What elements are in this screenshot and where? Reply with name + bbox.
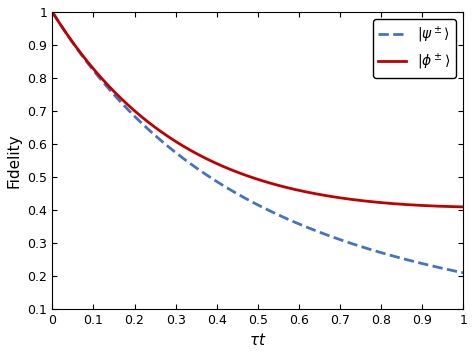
Line: $|\phi^\pm\rangle$: $|\phi^\pm\rangle$ [52, 12, 463, 207]
$|\phi^\pm\rangle$ [245, 174, 250, 178]
Y-axis label: Fidelity: Fidelity [7, 133, 22, 187]
$|\psi^\pm\rangle$ [294, 221, 300, 225]
$|\phi^\pm\rangle$ [49, 10, 55, 14]
$|\phi^\pm\rangle$ [247, 175, 253, 179]
$|\psi^\pm\rangle$ [247, 199, 253, 203]
$|\psi^\pm\rangle$ [450, 268, 456, 273]
$|\phi^\pm\rangle$ [294, 188, 300, 192]
Line: $|\psi^\pm\rangle$: $|\psi^\pm\rangle$ [52, 12, 463, 273]
$|\psi^\pm\rangle$ [386, 253, 392, 257]
Legend: $|\psi^\pm\rangle$, $|\phi^\pm\rangle$: $|\psi^\pm\rangle$, $|\phi^\pm\rangle$ [373, 19, 456, 77]
X-axis label: $\tau t$: $\tau t$ [249, 332, 266, 348]
$|\psi^\pm\rangle$ [272, 211, 277, 215]
$|\psi^\pm\rangle$ [49, 10, 55, 14]
$|\psi^\pm\rangle$ [245, 197, 250, 202]
$|\phi^\pm\rangle$ [460, 205, 466, 209]
$|\phi^\pm\rangle$ [272, 182, 277, 186]
$|\phi^\pm\rangle$ [450, 204, 456, 209]
$|\phi^\pm\rangle$ [386, 201, 392, 206]
$|\psi^\pm\rangle$ [460, 271, 466, 275]
